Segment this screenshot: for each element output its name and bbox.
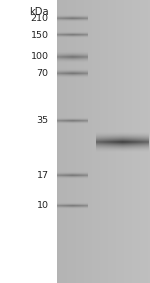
Text: 150: 150: [30, 31, 48, 40]
Text: 210: 210: [30, 14, 48, 23]
Text: 17: 17: [36, 171, 48, 180]
Text: 35: 35: [36, 116, 48, 125]
Text: 100: 100: [30, 52, 48, 61]
Text: 10: 10: [36, 201, 48, 210]
Text: kDa: kDa: [29, 7, 48, 17]
Text: 70: 70: [36, 69, 48, 78]
